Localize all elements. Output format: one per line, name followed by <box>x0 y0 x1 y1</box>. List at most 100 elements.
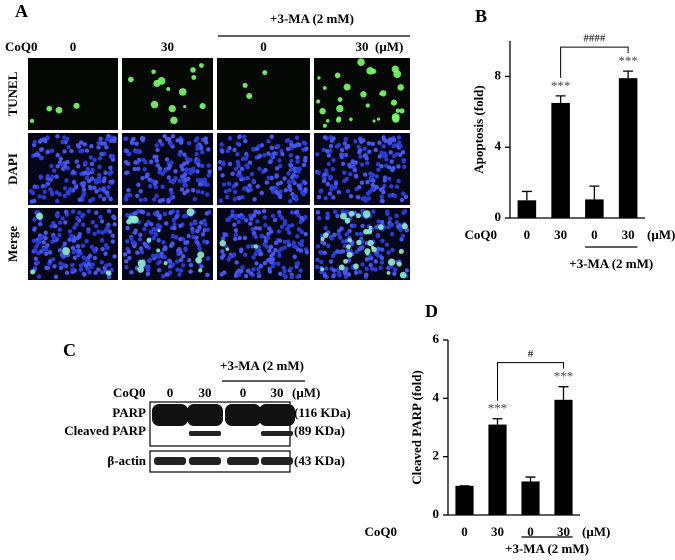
nucleus <box>282 269 287 274</box>
nucleus <box>186 141 192 146</box>
bracket-label: # <box>528 348 534 360</box>
tunel-dot <box>137 259 146 268</box>
nucleus <box>49 148 55 153</box>
nucleus <box>184 167 189 172</box>
band <box>261 431 293 436</box>
nucleus <box>377 154 382 159</box>
nucleus <box>342 243 348 249</box>
nucleus <box>387 193 392 198</box>
nucleus <box>325 181 331 187</box>
nucleus <box>380 198 385 204</box>
nucleus <box>207 169 212 174</box>
nucleus <box>220 249 225 254</box>
nucleus <box>346 144 351 149</box>
nucleus <box>98 214 103 220</box>
nucleus <box>221 253 226 258</box>
tunel-dot <box>150 100 159 109</box>
nucleus <box>381 144 386 149</box>
nucleus <box>348 171 353 177</box>
dose-tick: 30 <box>161 39 174 54</box>
nucleus <box>293 244 298 250</box>
nucleus <box>179 138 184 143</box>
nucleus <box>256 210 262 215</box>
nucleus <box>239 166 245 171</box>
nucleus <box>251 267 256 272</box>
nucleus <box>241 214 246 220</box>
nucleus <box>185 240 190 245</box>
nucleus <box>63 220 68 225</box>
nucleus <box>35 260 41 265</box>
band-label: PARP <box>112 405 146 420</box>
bracket <box>560 46 629 78</box>
x-unit: (μM) <box>647 227 675 242</box>
nucleus <box>50 174 55 179</box>
nucleus <box>178 236 183 242</box>
nucleus <box>42 247 47 252</box>
nucleus <box>90 167 95 173</box>
nucleus <box>92 255 98 261</box>
nucleus <box>41 240 46 245</box>
nucleus <box>32 227 37 232</box>
nucleus <box>87 253 93 258</box>
nucleus <box>336 231 341 237</box>
nucleus <box>103 228 108 233</box>
nucleus <box>65 159 70 165</box>
dose-tick: 30 <box>199 385 212 400</box>
tunel-dot <box>397 84 404 91</box>
nucleus <box>385 211 390 217</box>
nucleus <box>289 210 295 215</box>
nucleus <box>296 169 301 174</box>
nucleus <box>329 236 334 241</box>
nucleus <box>240 265 245 270</box>
micrograph <box>217 208 310 280</box>
nucleus <box>107 262 112 267</box>
nucleus <box>232 236 238 242</box>
nucleus <box>225 148 230 154</box>
nucleus <box>193 138 199 143</box>
nucleus <box>228 254 233 259</box>
nucleus <box>403 194 409 200</box>
nucleus <box>220 236 226 241</box>
nucleus <box>263 223 268 228</box>
nucleus <box>200 232 206 237</box>
nucleus <box>322 135 328 140</box>
nucleus <box>261 208 267 214</box>
nucleus <box>90 220 95 225</box>
nucleus <box>142 167 147 172</box>
nucleus <box>197 224 202 230</box>
nucleus <box>251 213 257 218</box>
nucleus <box>133 160 138 165</box>
nucleus <box>62 186 68 191</box>
tunel-dot <box>353 263 359 270</box>
nucleus <box>110 239 115 244</box>
nucleus <box>331 195 336 200</box>
nucleus <box>332 232 337 238</box>
x-tick-label: 30 <box>491 524 504 539</box>
nucleus <box>37 194 42 199</box>
nucleus <box>151 235 156 241</box>
nucleus <box>278 194 283 200</box>
nucleus <box>55 214 60 219</box>
nucleus <box>277 238 283 243</box>
error-bar <box>492 418 503 425</box>
nucleus <box>251 146 256 152</box>
micrograph <box>314 133 410 205</box>
nucleus <box>348 193 354 199</box>
nucleus <box>155 147 160 153</box>
nucleus <box>237 235 242 241</box>
nucleus <box>377 140 382 145</box>
nucleus <box>78 140 84 145</box>
nucleus <box>347 162 352 167</box>
row-label: TUNEL <box>5 71 20 116</box>
nucleus <box>247 160 253 165</box>
group-label: +3-MA (2 mM) <box>569 256 653 271</box>
tunel-dot <box>368 225 373 230</box>
nucleus <box>245 244 251 249</box>
nucleus <box>255 184 261 189</box>
nucleus <box>204 211 210 216</box>
nucleus <box>379 219 385 225</box>
nucleus <box>182 190 187 196</box>
nucleus <box>70 245 76 251</box>
nucleus <box>331 136 336 141</box>
nucleus <box>97 187 103 192</box>
